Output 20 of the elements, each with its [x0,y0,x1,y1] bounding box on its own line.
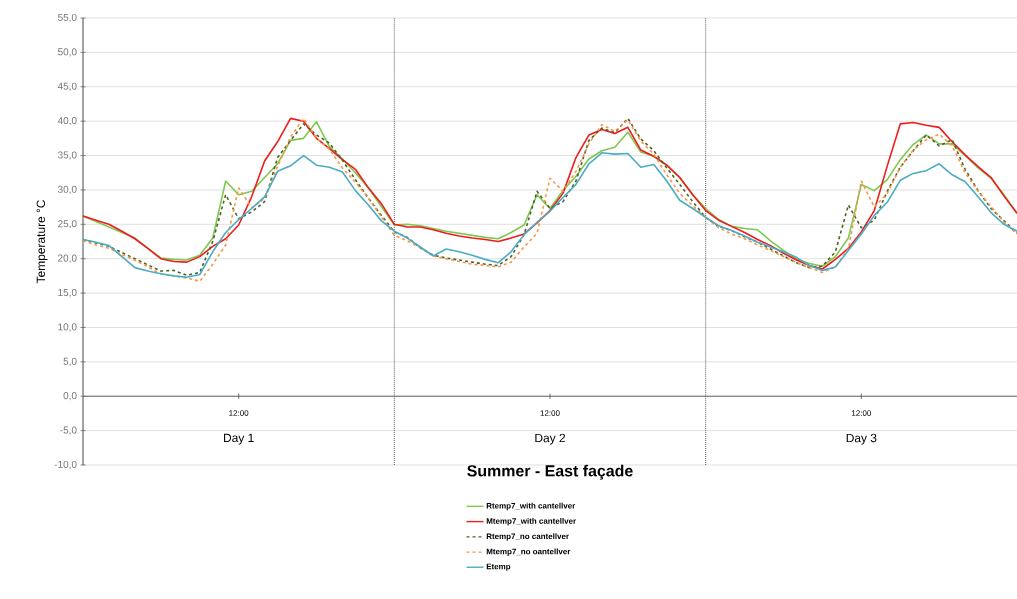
y-tick-label: -10,0 [54,460,77,470]
annotation: Day 2 [535,433,565,445]
y-tick-label: 35,0 [57,151,77,160]
y-tick-label: 0,0 [63,392,77,401]
y-tick-label: 20,0 [58,254,77,263]
y-tick-label: 5,0 [63,357,77,366]
annotation: Day 3 [846,433,877,445]
y-tick-label: 10,0 [58,323,77,332]
y-tick-label: 30,0 [57,185,77,195]
text: Summer - East façade [467,464,633,480]
y-tick-label: -5,0 [60,426,77,435]
annotation: Day 1 [224,433,254,445]
y-tick-label: 45,0 [57,82,77,91]
y-axis-title: Temperature °C [36,200,48,284]
y-tick-label: 55,0 [57,13,77,23]
y-tick-label: 25,0 [58,220,77,229]
y-tick-label: 40,0 [57,117,77,126]
y-tick-label: 50,0 [57,48,77,57]
y-tick-label: 15,0 [58,288,77,298]
line-series [82,151,1017,279]
